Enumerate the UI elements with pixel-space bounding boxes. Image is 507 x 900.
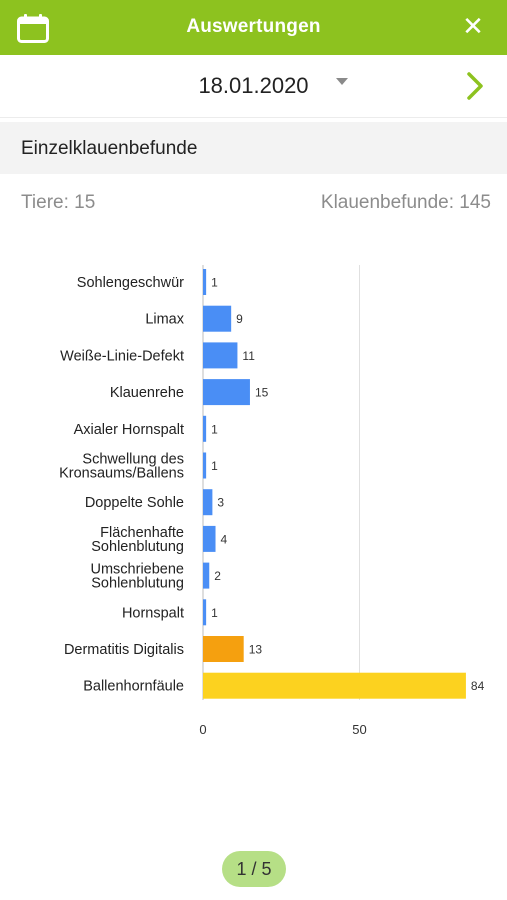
data-label: 13 [249,643,263,657]
category-label: Hornspalt [122,605,184,621]
section-header: Einzelklauenbefunde [0,122,507,174]
data-label: 1 [211,422,218,436]
bar [203,599,207,626]
summary-stats: Tiere: 15 Klauenbefunde: 145 [0,190,507,218]
findings-bar-chart: 0 501Sohlengeschwür9Limax11Weiße-Linie-De… [59,265,485,737]
data-label: 11 [242,349,255,363]
close-icon[interactable]: ✕ [462,11,484,41]
data-label: 1 [211,276,218,290]
data-label: 3 [217,496,224,510]
category-label: Sohlengeschwür [77,275,184,291]
category-label: Dermatitis Digitalis [64,642,184,658]
category-label: Schwellung des Kronsaums/Ballens [59,452,184,482]
page-indicator[interactable]: 1 / 5 [222,851,286,887]
category-label: Weiße-Linie-Defekt [60,348,184,364]
bar [203,672,466,699]
bar [203,489,213,516]
selected-date[interactable]: 18.01.2020 [198,73,309,98]
data-label: 1 [211,459,218,473]
data-label: 15 [255,386,269,400]
finding-count: Klauenbefunde: 145 [320,192,491,213]
bar [203,636,244,662]
x-tick-label: 50 [352,722,366,737]
category-label: Umschriebene Sohlenblutung [91,562,185,592]
animal-count: Tiere: 15 [21,192,96,213]
category-label: Flächenhafte Sohlenblutung [91,525,184,555]
data-label: 4 [221,532,228,546]
date-selector: 18.01.2020 [0,55,507,118]
bar [203,525,216,552]
data-label: 84 [471,679,485,693]
category-label: Ballenhornfäule [83,679,184,695]
x-tick-label: 0 [199,722,206,737]
category-label: Limax [145,312,184,328]
app-header: Auswertungen ✕ [0,0,507,55]
page-title: Auswertungen [186,16,321,37]
bar [203,452,207,479]
bar [203,342,238,369]
bar [203,379,250,406]
bar [203,562,210,589]
section-title: Einzelklauenbefunde [21,138,198,159]
category-label: Klauenrehe [110,385,184,401]
category-label: Doppelte Sohle [85,495,184,511]
bar [203,415,207,442]
calendar-icon[interactable] [17,14,49,43]
bar [203,269,207,295]
data-label: 2 [214,569,221,583]
data-label: 1 [211,606,218,620]
category-label: Axialer Hornspalt [74,422,184,438]
chevron-right-icon[interactable] [465,71,485,101]
caret-down-icon[interactable] [336,78,348,85]
bar [203,305,232,332]
data-label: 9 [236,312,243,326]
